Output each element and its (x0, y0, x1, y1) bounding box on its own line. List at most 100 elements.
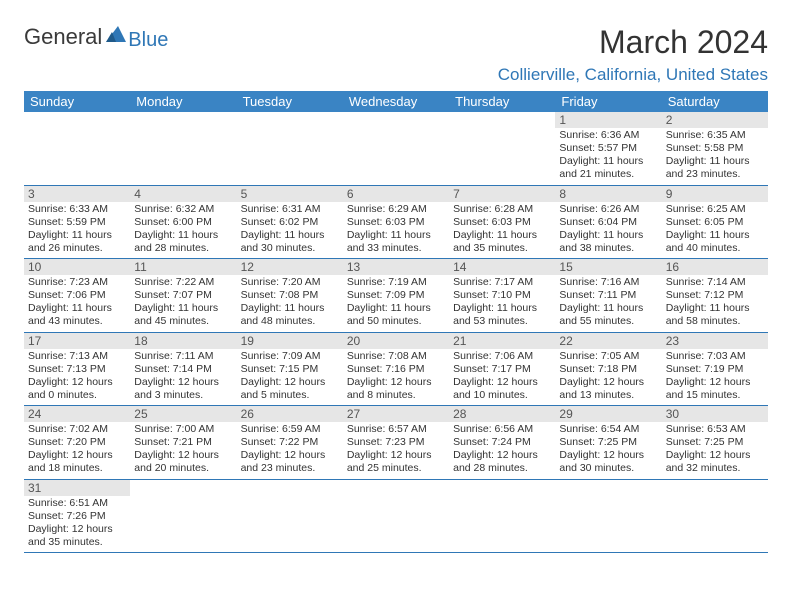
day-info: Sunrise: 7:08 AMSunset: 7:16 PMDaylight:… (347, 350, 445, 403)
sunrise-text: Sunrise: 6:29 AM (347, 203, 445, 216)
week-row: 24Sunrise: 7:02 AMSunset: 7:20 PMDayligh… (24, 406, 768, 480)
day-number: 15 (555, 259, 661, 275)
day-number: 17 (24, 333, 130, 349)
day-number: 12 (237, 259, 343, 275)
sunrise-text: Sunrise: 6:28 AM (453, 203, 551, 216)
sunset-text: Sunset: 7:22 PM (241, 436, 339, 449)
daylight-text: and 28 minutes. (134, 242, 232, 255)
day-cell: 15Sunrise: 7:16 AMSunset: 7:11 PMDayligh… (555, 259, 661, 333)
sunset-text: Sunset: 7:10 PM (453, 289, 551, 302)
daylight-text: Daylight: 11 hours (666, 229, 764, 242)
sunset-text: Sunset: 7:25 PM (666, 436, 764, 449)
day-info: Sunrise: 6:35 AMSunset: 5:58 PMDaylight:… (666, 129, 764, 182)
day-info: Sunrise: 6:57 AMSunset: 7:23 PMDaylight:… (347, 423, 445, 476)
sunset-text: Sunset: 7:16 PM (347, 363, 445, 376)
day-info: Sunrise: 7:05 AMSunset: 7:18 PMDaylight:… (559, 350, 657, 403)
day-info: Sunrise: 6:25 AMSunset: 6:05 PMDaylight:… (666, 203, 764, 256)
day-info: Sunrise: 7:06 AMSunset: 7:17 PMDaylight:… (453, 350, 551, 403)
daylight-text: and 40 minutes. (666, 242, 764, 255)
daylight-text: and 20 minutes. (134, 462, 232, 475)
sunset-text: Sunset: 7:25 PM (559, 436, 657, 449)
col-header: Tuesday (237, 91, 343, 112)
sunrise-text: Sunrise: 6:56 AM (453, 423, 551, 436)
sunrise-text: Sunrise: 7:02 AM (28, 423, 126, 436)
day-number: 27 (343, 406, 449, 422)
sunrise-text: Sunrise: 6:53 AM (666, 423, 764, 436)
day-number: 28 (449, 406, 555, 422)
day-info: Sunrise: 7:17 AMSunset: 7:10 PMDaylight:… (453, 276, 551, 329)
sunrise-text: Sunrise: 7:09 AM (241, 350, 339, 363)
sunrise-text: Sunrise: 7:17 AM (453, 276, 551, 289)
daylight-text: Daylight: 12 hours (347, 449, 445, 462)
daylight-text: and 10 minutes. (453, 389, 551, 402)
daylight-text: and 3 minutes. (134, 389, 232, 402)
daylight-text: Daylight: 11 hours (134, 229, 232, 242)
week-row: 10Sunrise: 7:23 AMSunset: 7:06 PMDayligh… (24, 259, 768, 333)
sunset-text: Sunset: 7:17 PM (453, 363, 551, 376)
day-cell: 25Sunrise: 7:00 AMSunset: 7:21 PMDayligh… (130, 406, 236, 480)
daylight-text: Daylight: 12 hours (28, 376, 126, 389)
sunset-text: Sunset: 7:07 PM (134, 289, 232, 302)
day-cell: 18Sunrise: 7:11 AMSunset: 7:14 PMDayligh… (130, 332, 236, 406)
day-info: Sunrise: 7:14 AMSunset: 7:12 PMDaylight:… (666, 276, 764, 329)
day-cell: 6Sunrise: 6:29 AMSunset: 6:03 PMDaylight… (343, 185, 449, 259)
sunrise-text: Sunrise: 6:36 AM (559, 129, 657, 142)
daylight-text: and 25 minutes. (347, 462, 445, 475)
daylight-text: and 53 minutes. (453, 315, 551, 328)
sunrise-text: Sunrise: 6:51 AM (28, 497, 126, 510)
sunrise-text: Sunrise: 7:06 AM (453, 350, 551, 363)
day-info: Sunrise: 7:03 AMSunset: 7:19 PMDaylight:… (666, 350, 764, 403)
logo-text-general: General (24, 24, 102, 50)
day-info: Sunrise: 6:29 AMSunset: 6:03 PMDaylight:… (347, 203, 445, 256)
sunrise-text: Sunrise: 7:13 AM (28, 350, 126, 363)
sunrise-text: Sunrise: 7:14 AM (666, 276, 764, 289)
day-cell (237, 112, 343, 185)
day-cell: 31Sunrise: 6:51 AMSunset: 7:26 PMDayligh… (24, 479, 130, 553)
sunrise-text: Sunrise: 7:11 AM (134, 350, 232, 363)
day-number: 14 (449, 259, 555, 275)
week-row: 1Sunrise: 6:36 AMSunset: 5:57 PMDaylight… (24, 112, 768, 185)
daylight-text: Daylight: 11 hours (453, 229, 551, 242)
daylight-text: Daylight: 12 hours (559, 376, 657, 389)
sunrise-text: Sunrise: 6:32 AM (134, 203, 232, 216)
day-cell: 22Sunrise: 7:05 AMSunset: 7:18 PMDayligh… (555, 332, 661, 406)
day-cell: 14Sunrise: 7:17 AMSunset: 7:10 PMDayligh… (449, 259, 555, 333)
daylight-text: and 30 minutes. (559, 462, 657, 475)
day-number: 11 (130, 259, 236, 275)
daylight-text: and 8 minutes. (347, 389, 445, 402)
sunrise-text: Sunrise: 6:31 AM (241, 203, 339, 216)
header-row: Sunday Monday Tuesday Wednesday Thursday… (24, 91, 768, 112)
day-number: 16 (662, 259, 768, 275)
day-cell: 8Sunrise: 6:26 AMSunset: 6:04 PMDaylight… (555, 185, 661, 259)
daylight-text: Daylight: 11 hours (347, 302, 445, 315)
daylight-text: and 55 minutes. (559, 315, 657, 328)
daylight-text: Daylight: 11 hours (666, 155, 764, 168)
daylight-text: and 45 minutes. (134, 315, 232, 328)
location-text: Collierville, California, United States (24, 65, 768, 85)
daylight-text: and 28 minutes. (453, 462, 551, 475)
day-number: 18 (130, 333, 236, 349)
day-cell (555, 479, 661, 553)
day-cell: 4Sunrise: 6:32 AMSunset: 6:00 PMDaylight… (130, 185, 236, 259)
day-info: Sunrise: 6:51 AMSunset: 7:26 PMDaylight:… (28, 497, 126, 550)
day-cell (130, 479, 236, 553)
daylight-text: Daylight: 11 hours (241, 229, 339, 242)
day-info: Sunrise: 6:36 AMSunset: 5:57 PMDaylight:… (559, 129, 657, 182)
day-info: Sunrise: 7:20 AMSunset: 7:08 PMDaylight:… (241, 276, 339, 329)
day-number: 23 (662, 333, 768, 349)
daylight-text: Daylight: 11 hours (28, 302, 126, 315)
day-number: 30 (662, 406, 768, 422)
day-info: Sunrise: 7:16 AMSunset: 7:11 PMDaylight:… (559, 276, 657, 329)
day-number: 1 (555, 112, 661, 128)
daylight-text: Daylight: 12 hours (28, 523, 126, 536)
daylight-text: and 23 minutes. (666, 168, 764, 181)
sunset-text: Sunset: 5:59 PM (28, 216, 126, 229)
sunset-text: Sunset: 7:06 PM (28, 289, 126, 302)
col-header: Wednesday (343, 91, 449, 112)
sunrise-text: Sunrise: 6:59 AM (241, 423, 339, 436)
daylight-text: and 26 minutes. (28, 242, 126, 255)
sunset-text: Sunset: 6:02 PM (241, 216, 339, 229)
day-number: 5 (237, 186, 343, 202)
day-cell: 21Sunrise: 7:06 AMSunset: 7:17 PMDayligh… (449, 332, 555, 406)
sunrise-text: Sunrise: 6:54 AM (559, 423, 657, 436)
